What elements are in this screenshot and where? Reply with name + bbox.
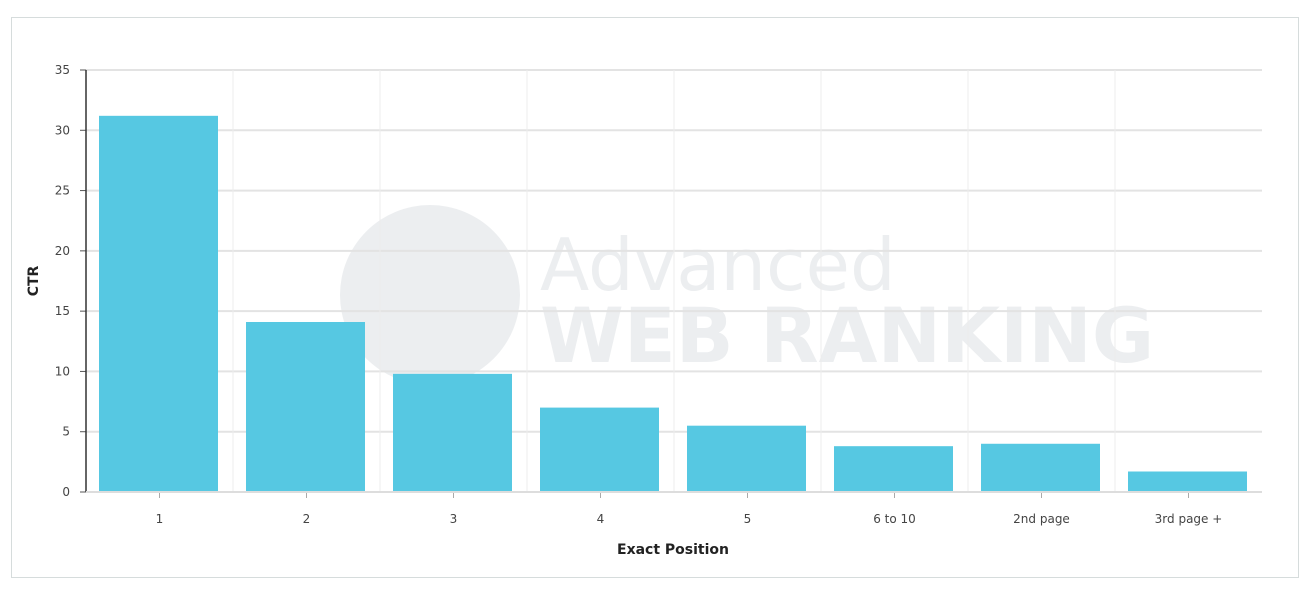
watermark-globe-icon [340, 205, 520, 385]
x-axis-label: Exact Position [617, 542, 729, 558]
bar-2nd-page [981, 443, 1100, 492]
y-tick-label: 20 [55, 244, 70, 258]
x-tick-label: 3 [450, 512, 458, 526]
watermark-line2: WEB RANKING [540, 291, 1154, 380]
x-tick-label: 4 [597, 512, 605, 526]
x-tick-label: 6 to 10 [873, 512, 916, 526]
bar-3rd-page- [1128, 471, 1247, 492]
x-tick-label: 3rd page + [1155, 512, 1223, 526]
watermark: Advanced WEB RANKING [340, 205, 1154, 385]
y-tick-label: 35 [55, 63, 70, 77]
bar-3 [393, 373, 512, 492]
bar-1 [99, 115, 218, 493]
x-tick-label: 1 [156, 512, 164, 526]
y-tick-label: 25 [55, 184, 70, 198]
y-axis-label: CTR [26, 265, 42, 296]
watermark-line1: Advanced [540, 223, 896, 307]
y-tick-label: 0 [62, 485, 70, 499]
y-tick-label: 10 [55, 364, 70, 378]
x-tick-label: 2 [303, 512, 311, 526]
bar-4 [540, 407, 659, 492]
y-tick-label: 15 [55, 304, 70, 318]
bar-5 [687, 425, 806, 492]
y-tick-label: 30 [55, 123, 70, 137]
bar-6-to-10 [834, 446, 953, 492]
y-tick-label: 5 [62, 425, 70, 439]
bar-2 [246, 321, 365, 492]
x-tick-label: 2nd page [1013, 512, 1070, 526]
x-tick-label: 5 [744, 512, 752, 526]
